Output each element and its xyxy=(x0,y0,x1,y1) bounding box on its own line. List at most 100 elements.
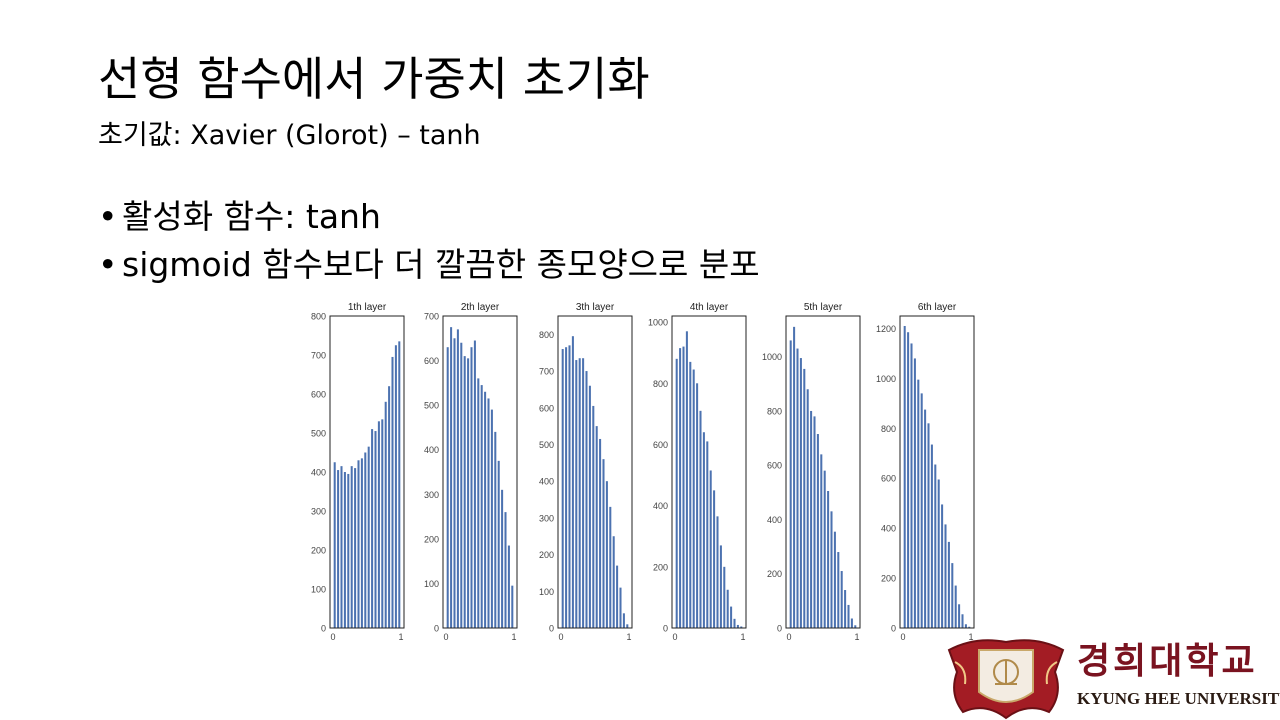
histogram-bar xyxy=(337,470,340,628)
histogram-bar xyxy=(565,347,568,628)
histogram-bar xyxy=(592,405,595,628)
plot-frame xyxy=(442,315,518,629)
plot-frame xyxy=(557,315,633,629)
histogram-bar xyxy=(456,329,459,628)
histogram-bar xyxy=(575,360,578,628)
x-tick-label: 1 xyxy=(626,632,631,642)
histogram-bar xyxy=(605,481,608,628)
histogram-bar xyxy=(803,368,806,628)
histogram-bar xyxy=(924,409,927,628)
histogram-bar xyxy=(626,624,629,628)
histogram-bar xyxy=(585,371,588,628)
bullet-dot: • xyxy=(98,245,118,284)
chart-title: 5th layer xyxy=(804,302,843,313)
histogram-bar xyxy=(343,472,346,628)
histogram-bar xyxy=(844,590,847,628)
histogram-bar xyxy=(595,426,598,628)
histogram-bar xyxy=(837,552,840,628)
histogram-bar xyxy=(706,441,709,628)
histogram-bar xyxy=(388,386,391,628)
logo-english-name: KYUNG HEE UNIVERSITY xyxy=(1077,689,1280,708)
histogram-bar xyxy=(484,391,487,628)
histogram-bar xyxy=(367,446,370,628)
histogram-bar xyxy=(463,356,466,628)
university-logo: 경희대학교 KYUNG HEE UNIVERSITY xyxy=(945,632,1280,720)
x-tick-label: 0 xyxy=(558,632,563,642)
histogram-bar xyxy=(360,458,363,628)
histogram-bar xyxy=(568,345,571,628)
bullet-text: 활성화 함수: tanh xyxy=(122,197,381,236)
histogram-bar xyxy=(381,419,384,628)
histogram-bar xyxy=(333,462,336,628)
histogram-bar xyxy=(927,423,930,628)
histogram-bar xyxy=(470,347,473,628)
histogram-bar xyxy=(816,434,819,628)
chart-title: 6th layer xyxy=(918,302,957,313)
histogram-5: 5th layer 0 200 400 600 800 1000 0 1 xyxy=(762,302,861,642)
x-tick-label: 1 xyxy=(398,632,403,642)
histogram-bar xyxy=(910,343,913,628)
histogram-bar xyxy=(490,409,493,628)
histogram-bar xyxy=(736,624,739,628)
histogram-bar xyxy=(934,464,937,628)
slide-subtitle: 초기값: Xavier (Glorot) – tanh xyxy=(98,120,481,151)
histogram-bar xyxy=(609,506,612,628)
histogram-bar xyxy=(796,348,799,628)
histogram-bar xyxy=(599,438,602,628)
y-tick-label: 400 xyxy=(653,501,668,511)
histogram-bar xyxy=(823,470,826,628)
x-tick-label: 0 xyxy=(672,632,677,642)
histogram-bar xyxy=(958,604,961,628)
y-tick-label: 700 xyxy=(424,312,439,322)
histogram-bar xyxy=(713,490,716,628)
x-tick-label: 0 xyxy=(786,632,791,642)
histogram-bar xyxy=(813,416,816,628)
histogram-6: 6th layer 0 200 400 600 800 1000 1200 0 1 xyxy=(876,302,975,642)
histogram-2: 2th layer 0 100 200 300 400 500 600 700 0 1 xyxy=(424,302,518,642)
chart-title: 3th layer xyxy=(576,302,615,313)
y-tick-label: 700 xyxy=(311,351,326,361)
histogram-bar xyxy=(947,541,950,628)
histogram-bar xyxy=(377,421,380,628)
histogram-bar xyxy=(511,585,514,628)
y-tick-label: 500 xyxy=(311,429,326,439)
histogram-bar xyxy=(696,383,699,628)
histogram-bar xyxy=(384,401,387,628)
bullet-item: • sigmoid 함수보다 더 깔끔한 종모양으로 분포 xyxy=(98,241,760,289)
y-tick-label: 100 xyxy=(424,579,439,589)
histogram-bar xyxy=(951,563,954,628)
plot-frame xyxy=(899,315,975,629)
histogram-bar xyxy=(740,626,743,628)
plot-frame xyxy=(671,315,747,629)
y-tick-label: 300 xyxy=(311,507,326,517)
y-tick-label: 800 xyxy=(767,406,782,416)
histogram-bar xyxy=(467,358,470,628)
y-tick-label: 600 xyxy=(424,356,439,366)
histogram-bar xyxy=(930,444,933,628)
y-tick-label: 0 xyxy=(321,624,326,634)
histogram-bar xyxy=(937,479,940,628)
x-tick-label: 0 xyxy=(330,632,335,642)
histogram-bar xyxy=(347,473,350,628)
histogram-bar xyxy=(679,348,682,628)
histogram-bar xyxy=(968,626,971,628)
histogram-bar xyxy=(920,393,923,628)
histogram-bar xyxy=(699,410,702,628)
histogram-bar xyxy=(501,489,504,628)
histogram-bar xyxy=(685,331,688,628)
y-tick-label: 200 xyxy=(539,550,554,560)
bullet-dot: • xyxy=(98,197,118,236)
y-tick-label: 600 xyxy=(881,474,896,484)
y-tick-label: 200 xyxy=(424,534,439,544)
bullet-text: sigmoid 함수보다 더 깔끔한 종모양으로 분포 xyxy=(122,245,760,284)
logo-korean-name: 경희대학교 xyxy=(1077,641,1258,682)
y-tick-label: 200 xyxy=(311,546,326,556)
histogram-3: 3th layer 0 100 200 300 400 500 600 700 800 0 1 xyxy=(539,302,633,642)
histogram-bar xyxy=(460,342,463,628)
university-emblem xyxy=(947,639,1065,720)
histogram-bar xyxy=(944,524,947,628)
histogram-bar xyxy=(789,340,792,628)
histogram-bar xyxy=(907,332,910,628)
histogram-bar xyxy=(340,466,343,628)
y-tick-label: 0 xyxy=(891,624,896,634)
